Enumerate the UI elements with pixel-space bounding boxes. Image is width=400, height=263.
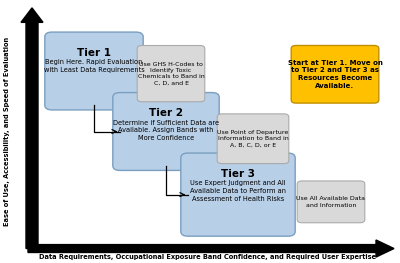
Text: Start at Tier 1. Move on
to Tier 2 and Tier 3 as
Resources Become
Available.: Start at Tier 1. Move on to Tier 2 and T…	[288, 60, 382, 89]
FancyBboxPatch shape	[217, 114, 289, 164]
Text: Tier 2: Tier 2	[149, 108, 183, 118]
Text: Determine if Sufficient Data are
Available. Assign Bands with
More Confidence: Determine if Sufficient Data are Availab…	[113, 120, 219, 141]
Text: Use All Available Data
and Information: Use All Available Data and Information	[296, 196, 366, 208]
Text: Use Point of Departure
Information to Band in
A, B, C, D, or E: Use Point of Departure Information to Ba…	[217, 130, 289, 148]
Text: Use GHS H-Codes to
Identify Toxic
Chemicals to Band in
C, D, and E: Use GHS H-Codes to Identify Toxic Chemic…	[138, 62, 204, 86]
Text: Use Expert Judgment and All
Available Data to Perform an
Assessment of Health Ri: Use Expert Judgment and All Available Da…	[190, 180, 286, 202]
FancyBboxPatch shape	[297, 181, 365, 223]
Text: Begin Here. Rapid Evaluation
with Least Data Requirements: Begin Here. Rapid Evaluation with Least …	[44, 59, 144, 73]
Text: Tier 1: Tier 1	[77, 48, 111, 58]
FancyBboxPatch shape	[291, 45, 379, 103]
Polygon shape	[28, 240, 394, 257]
Text: Ease of Use, Accessibility, and Speed of Evaluation: Ease of Use, Accessibility, and Speed of…	[4, 37, 10, 226]
FancyBboxPatch shape	[181, 153, 295, 236]
Polygon shape	[21, 8, 43, 249]
Text: Tier 3: Tier 3	[221, 169, 255, 179]
FancyBboxPatch shape	[113, 93, 219, 170]
FancyBboxPatch shape	[137, 45, 205, 102]
Text: Data Requirements, Occupational Exposure Band Confidence, and Required User Expe: Data Requirements, Occupational Exposure…	[40, 254, 376, 260]
FancyBboxPatch shape	[45, 32, 143, 110]
